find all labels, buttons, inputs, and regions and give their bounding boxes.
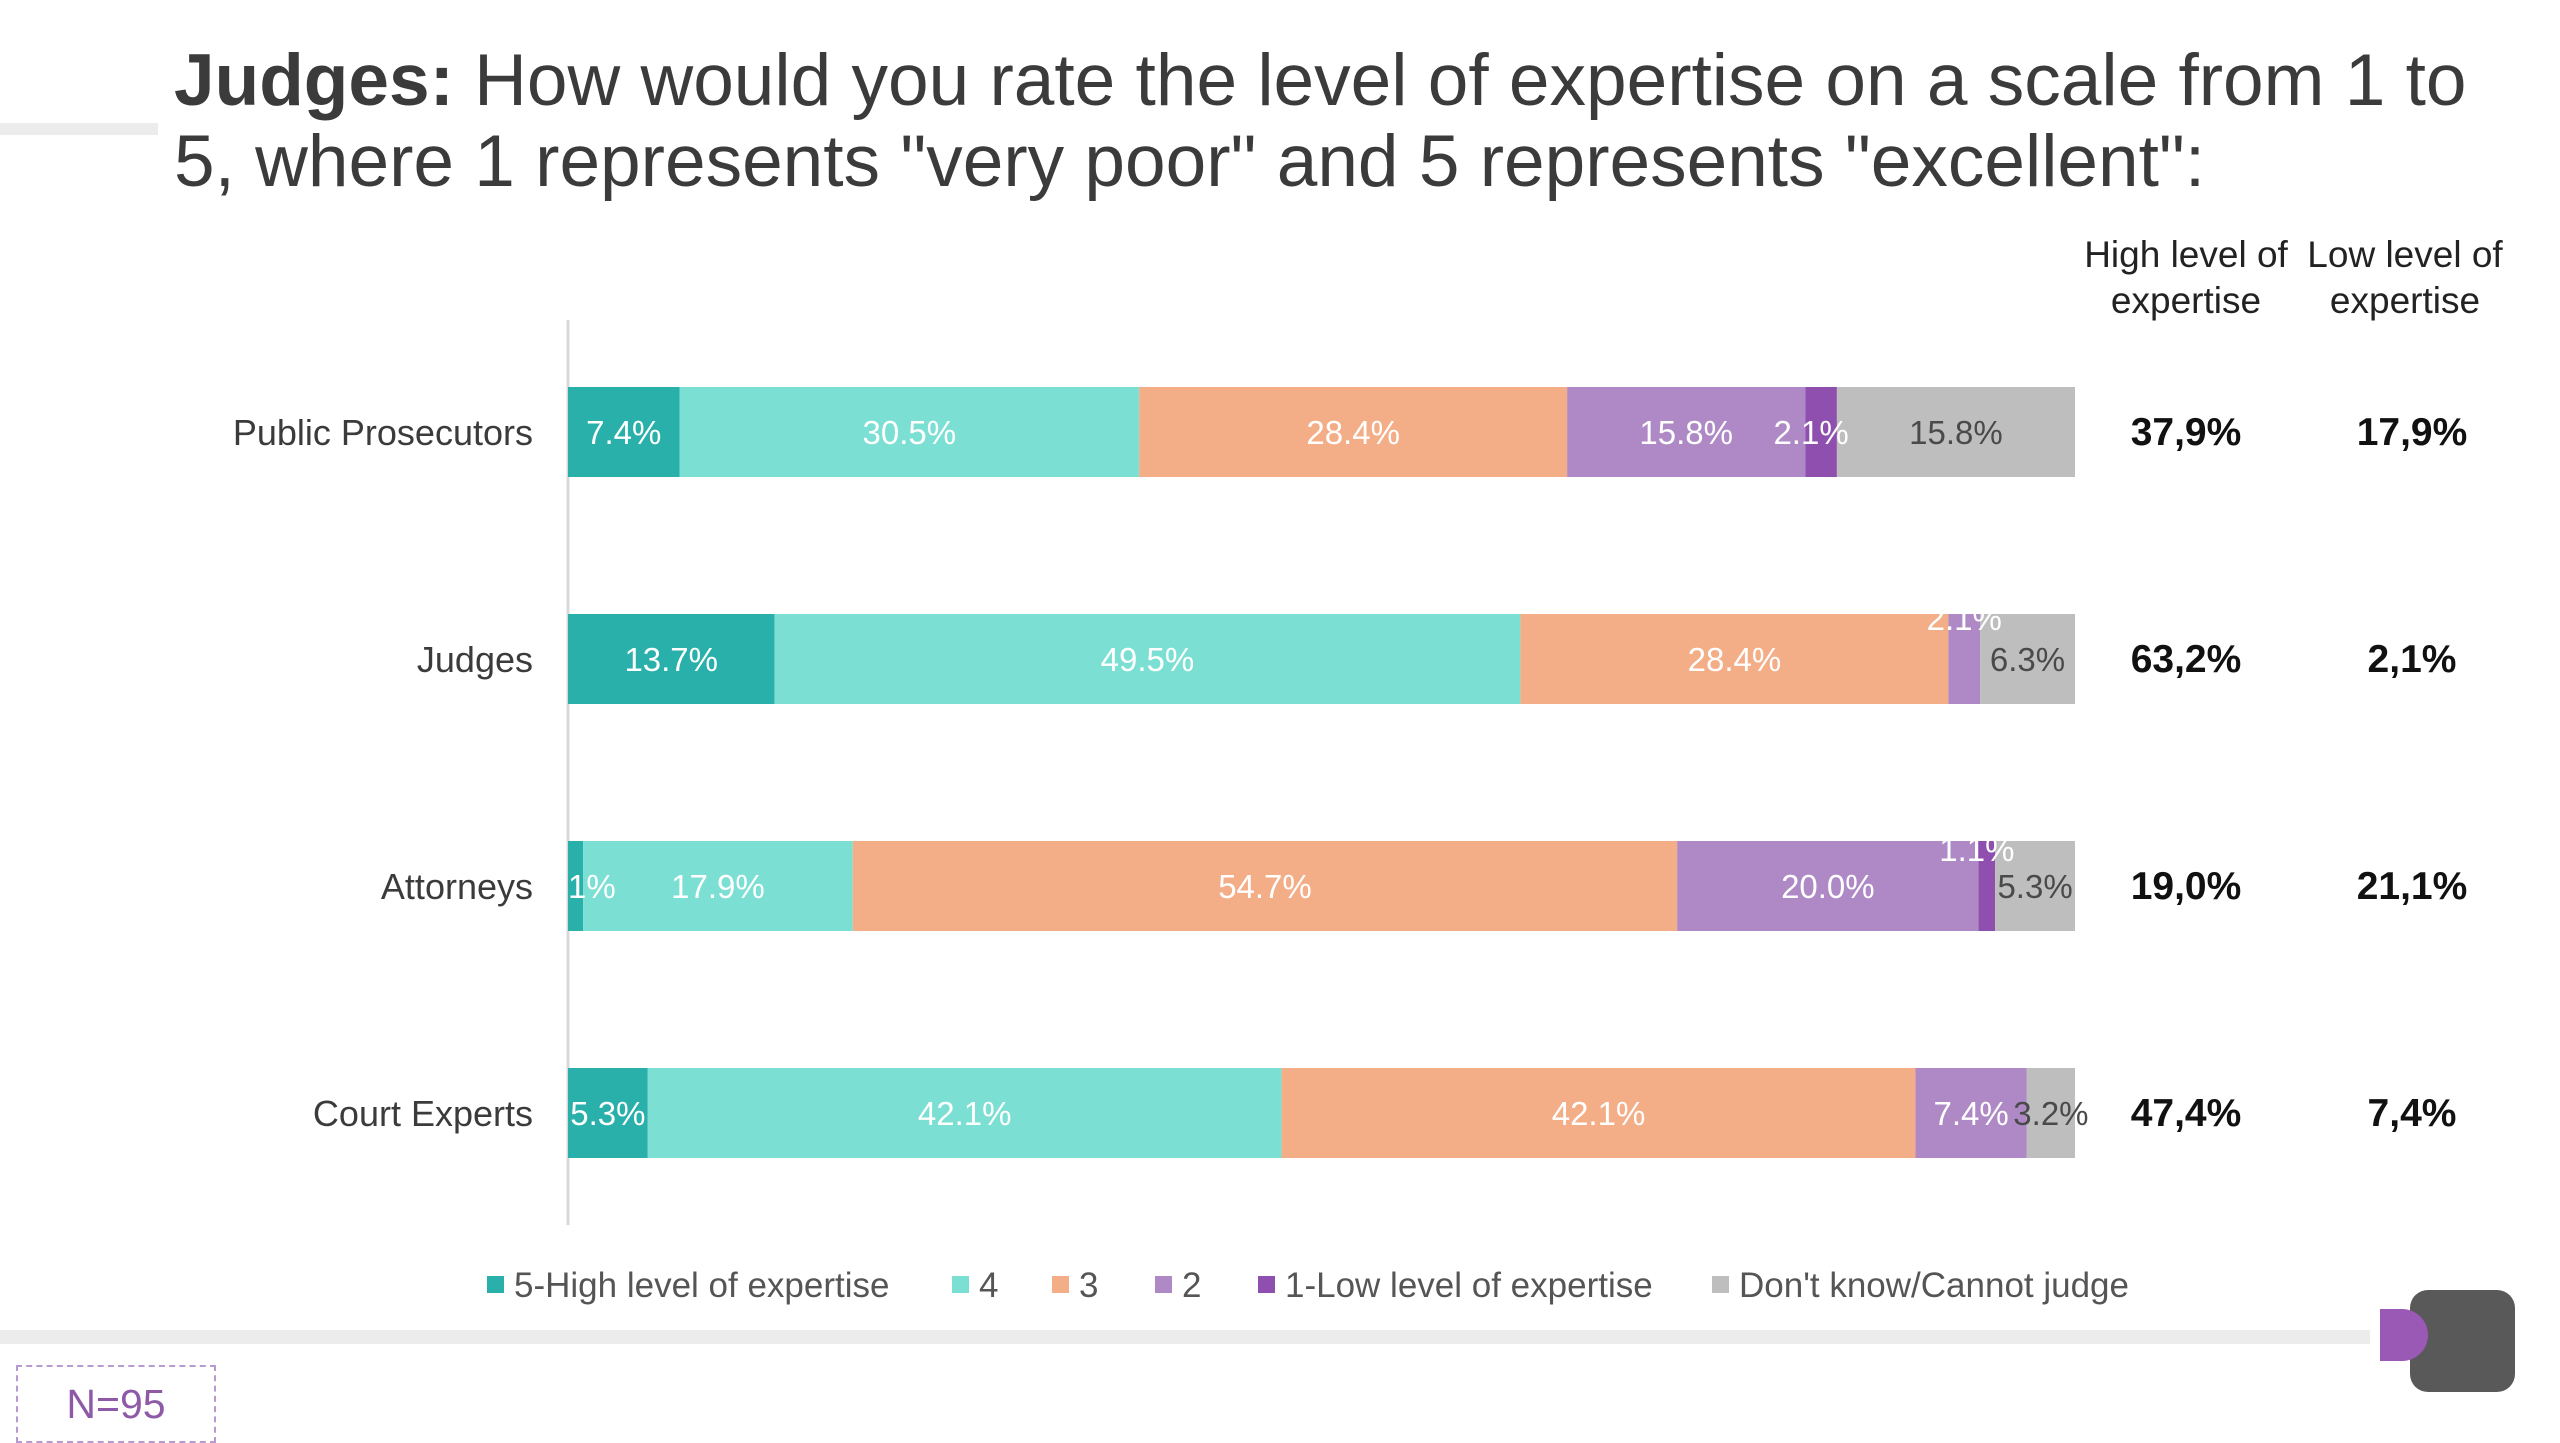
category-label: Attorneys [381, 866, 533, 907]
low-level-value: 7,4% [2368, 1092, 2457, 1135]
legend-swatch [1155, 1276, 1172, 1293]
data-label: 49.5% [1101, 641, 1195, 678]
bar-segment [1805, 387, 1837, 477]
bar-segment [1978, 841, 1996, 931]
brand-logo-icon [2380, 1290, 2515, 1392]
data-label: 42.1% [918, 1095, 1012, 1132]
bar-segment [1836, 387, 2075, 477]
low-level-column-header: Low level of expertise [2307, 234, 2503, 321]
legend-swatch [1258, 1276, 1275, 1293]
data-label: 15.8% [1909, 414, 2003, 451]
low-level-value: 21,1% [2357, 865, 2468, 908]
data-label: 7.4% [586, 414, 661, 451]
bar-segment [1995, 841, 2075, 931]
bar-segment [583, 841, 853, 931]
category-label: Judges [417, 639, 533, 680]
category-label: Public Prosecutors [233, 412, 533, 453]
data-label: 15.8% [1639, 414, 1733, 451]
data-label: 28.4% [1306, 414, 1400, 451]
bar-segment [1281, 1068, 1916, 1158]
category-label: Court Experts [313, 1093, 533, 1134]
bar-segment [568, 387, 680, 477]
data-label: 3.2% [2013, 1095, 2088, 1132]
title-bold-part: Judges: [174, 40, 454, 121]
legend-label: 2 [1182, 1266, 1201, 1305]
bar-segment [1948, 614, 1981, 704]
bar-segment [1520, 614, 1949, 704]
data-label: 2.1% [1927, 600, 2002, 637]
data-label: 28.4% [1688, 641, 1782, 678]
legend-label: 5-High level of expertise [514, 1266, 889, 1305]
high-level-value: 63,2% [2131, 638, 2242, 681]
bar-segment [568, 1068, 648, 1158]
title-rest-part: How would you rate the level of expertis… [174, 40, 2467, 202]
legend-swatch [487, 1276, 504, 1293]
bar-segment [1980, 614, 2075, 704]
bar-segment [679, 387, 1140, 477]
data-label: 17.9% [671, 868, 765, 905]
data-label: 7.4% [1934, 1095, 2009, 1132]
data-label: 6.3% [1990, 641, 2065, 678]
legend-swatch [952, 1276, 969, 1293]
bar-segment [647, 1068, 1282, 1158]
bar-segment [774, 614, 1521, 704]
sample-size-badge: N=95 [16, 1365, 216, 1443]
bottom-decor-rule [0, 1330, 2370, 1344]
bar-segment [568, 614, 775, 704]
bar-segment [852, 841, 1678, 931]
legend-swatch [1712, 1276, 1729, 1293]
data-label: 5.3% [1997, 868, 2072, 905]
bar-segment [1139, 387, 1568, 477]
legend-label: 4 [979, 1266, 998, 1305]
data-label: 30.5% [863, 414, 957, 451]
high-level-value: 19,0% [2131, 865, 2242, 908]
bar-segment [568, 841, 584, 931]
high-level-value: 47,4% [2131, 1092, 2242, 1135]
data-label: 5.3% [570, 1095, 645, 1132]
legend-label: Don't know/Cannot judge [1739, 1266, 2129, 1305]
bar-segment [1915, 1068, 2027, 1158]
data-label: 2.1% [1773, 414, 1848, 451]
high-level-value: 37,9% [2131, 411, 2242, 454]
legend-label: 3 [1079, 1266, 1098, 1305]
legend-swatch [1052, 1276, 1069, 1293]
data-label: 1% [568, 868, 616, 905]
page-title: Judges: How would you rate the level of … [174, 40, 2524, 202]
top-decor-rule [0, 123, 158, 135]
bar-segment [1567, 387, 1806, 477]
data-label: 13.7% [624, 641, 718, 678]
legend-label: 1-Low level of expertise [1285, 1266, 1653, 1305]
data-label: 20.0% [1781, 868, 1875, 905]
data-label: 1.1% [1939, 831, 2014, 868]
data-label: 42.1% [1552, 1095, 1646, 1132]
low-level-value: 17,9% [2357, 411, 2468, 454]
data-label: 54.7% [1218, 868, 1312, 905]
low-level-value: 2,1% [2368, 638, 2457, 681]
high-level-column-header: High level of expertise [2084, 234, 2288, 321]
bar-segment [1677, 841, 1979, 931]
bar-segment [2026, 1068, 2075, 1158]
